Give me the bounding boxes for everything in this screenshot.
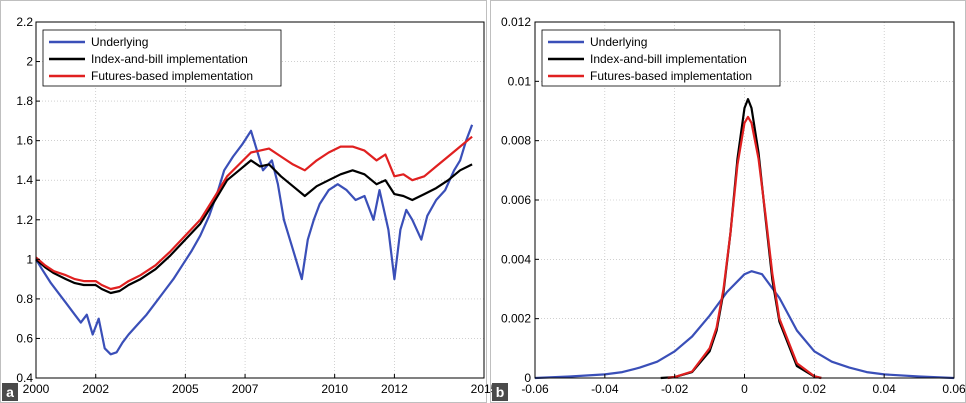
panel-b-ytick-label: 0.012 xyxy=(501,15,531,29)
panel-a-xtick-label: 2005 xyxy=(172,382,199,396)
panel-a-ytick-label: 1.8 xyxy=(16,94,33,108)
panel-a-plot: 2000 2002 2005 2007 2010 2012 2015 0.4 0.6 0.8 1 1.… xyxy=(2,15,498,401)
panel-a-xtick-label: 2015 xyxy=(471,382,498,396)
panel-b-xtick-label: 0.02 xyxy=(803,382,827,396)
panel-a-series-0 xyxy=(35,124,474,356)
panel-a-xtick-label: 2002 xyxy=(82,382,109,396)
panel-a-xtick-label: 2010 xyxy=(321,382,348,396)
panel-b-xtick-label: -0.04 xyxy=(591,382,619,396)
panel-b-ytick-label: 0.002 xyxy=(501,312,531,326)
panel-b-legend-label: Index-and-bill implementation xyxy=(590,52,747,66)
panel-a-ytick-label: 0.4 xyxy=(16,371,33,385)
panel-b-label: b xyxy=(496,384,505,400)
panel-a-series-1 xyxy=(35,159,473,295)
panel-b-ytick-label: 0.01 xyxy=(508,74,532,88)
panel-a-ytick-label: 1.4 xyxy=(16,173,33,187)
panel-a-label: a xyxy=(6,384,14,400)
panel-a-ytick-label: 1.2 xyxy=(16,213,33,227)
panel-a-xtick-label: 2007 xyxy=(232,382,259,396)
panel-b-legend: Underlying Index-and-bill implementation F… xyxy=(541,29,781,87)
panel-b-series-2 xyxy=(667,115,822,380)
panel-b-label-tag xyxy=(492,383,508,401)
panel-a-ytick-label: 2 xyxy=(26,55,33,69)
panel-b-xtick-label: -0.02 xyxy=(661,382,689,396)
panel-b-ytick-label: 0.004 xyxy=(501,252,531,266)
panel-a-legend-label: Futures-based implementation xyxy=(91,69,253,83)
panel-a-ytick-label: 1.6 xyxy=(16,134,33,148)
panel-a-ytick-label: 1 xyxy=(26,252,33,266)
panel-a-ytick-label: 0.8 xyxy=(16,292,33,306)
panel-b-ytick-label: 0.008 xyxy=(501,134,531,148)
panel-b-plot: -0.06 -0.04 -0.02 0 0.02 0.04 0.06 0 0.002 0.004 0… xyxy=(492,15,966,401)
panel-a-ytick-label: 0.6 xyxy=(16,331,33,345)
panel-a-xtick-label: 2000 xyxy=(23,382,50,396)
panel-b-xtick-label: 0.04 xyxy=(872,382,896,396)
panel-a-legend-label: Underlying xyxy=(91,35,148,49)
panel-a-xtick-label: 2012 xyxy=(381,382,408,396)
panel-b-legend-label: Futures-based implementation xyxy=(590,69,752,83)
panel-b-xtick-label: 0 xyxy=(741,382,748,396)
panel-a-label-tag xyxy=(2,383,18,401)
panel-b-ytick-label: 0 xyxy=(524,371,531,385)
panel-a-legend-label: Index-and-bill implementation xyxy=(91,52,248,66)
panel-b-legend-label: Underlying xyxy=(590,35,647,49)
panel-b-ytick-label: 0.006 xyxy=(501,193,531,207)
panel-b-xtick-label: -0.06 xyxy=(521,382,549,396)
panel-a-legend: Underlying Index-and-bill implementation F… xyxy=(42,29,282,87)
panel-a-series-2 xyxy=(35,135,473,291)
panel-a-ytick-label: 2.2 xyxy=(16,15,33,29)
panel-a-axes-box xyxy=(35,21,485,379)
panel-b-series-0 xyxy=(534,270,955,380)
panel-b-xtick-label: 0.06 xyxy=(942,382,966,396)
